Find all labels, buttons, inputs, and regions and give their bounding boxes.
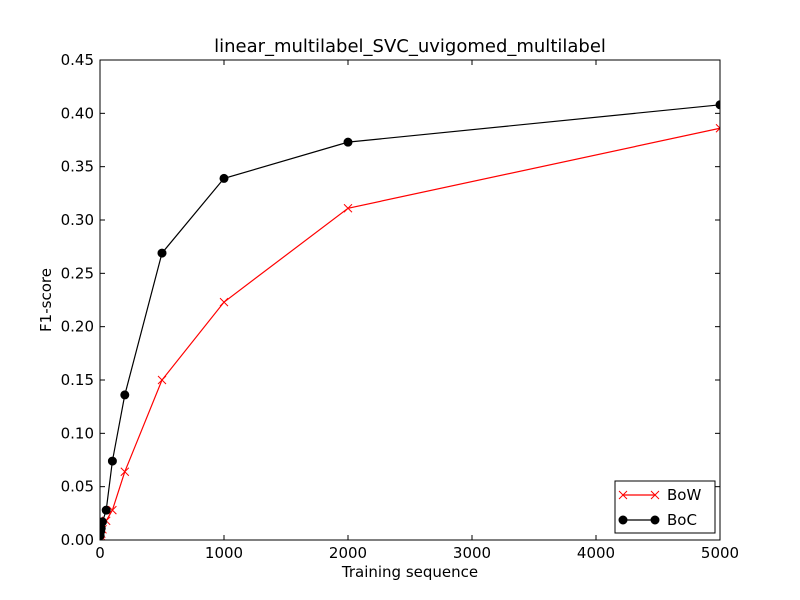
legend-box	[614, 480, 716, 534]
data-point-boc	[120, 390, 130, 400]
data-point-boc	[157, 248, 167, 258]
data-point-boc	[100, 517, 107, 527]
marker-x-stroke	[715, 123, 720, 129]
marker-x-stroke	[715, 127, 720, 133]
legend-marker-boc	[618, 515, 628, 525]
legend-entry-boc: BoC	[618, 511, 697, 529]
y-tick-label: 0.10	[61, 424, 94, 442]
x-tick-label: 0	[95, 544, 105, 562]
x-tick-label: 4000	[577, 544, 615, 562]
data-point-bow	[343, 203, 353, 213]
marker-x-stroke	[343, 203, 353, 213]
axes-frame	[99, 59, 721, 541]
x-tick-label: 1000	[205, 544, 243, 562]
x-tick-label: 5000	[701, 544, 739, 562]
y-axis-label: F1-score	[37, 268, 55, 332]
data-point-bow	[157, 375, 167, 385]
legend-marker-bow	[618, 490, 628, 500]
y-tick-label: 0.30	[61, 211, 94, 229]
x-tick-label: 2000	[329, 544, 367, 562]
y-tick-label: 0.35	[61, 158, 94, 176]
data-point-boc	[715, 100, 720, 110]
legend-marker-bow	[650, 490, 660, 500]
y-tick-label: 0.45	[61, 51, 94, 69]
marker-x-stroke	[219, 297, 229, 307]
legend-label-bow: BoW	[667, 486, 701, 504]
legend-entry-bow: BoW	[618, 486, 701, 504]
data-point-boc	[219, 173, 229, 183]
data-point-boc	[101, 505, 111, 515]
data-point-bow	[219, 297, 229, 307]
plot-area: 0 1000 2000 3000 4000 5000 0.00 0.05 0.10 0.15 0.2…	[61, 51, 740, 562]
y-tick-label: 0.05	[61, 478, 94, 496]
x-tick-label: 3000	[453, 544, 491, 562]
marker-x-stroke	[157, 375, 167, 385]
legend-marker-boc	[650, 515, 660, 525]
chart-title: linear_multilabel_SVC_uvigomed_multilabe…	[214, 36, 606, 57]
y-tick-label: 0.15	[61, 371, 94, 389]
legend-label-boc: BoC	[667, 511, 697, 529]
series-layer	[100, 100, 720, 540]
y-tick-label: 0.20	[61, 318, 94, 336]
x-axis-label: Training sequence	[341, 563, 478, 581]
data-point-bow	[120, 467, 130, 477]
data-point-boc	[107, 456, 117, 466]
y-tick-label: 0.40	[61, 104, 94, 122]
y-tick-label: 0.25	[61, 264, 94, 282]
y-tick-label: 0.00	[61, 531, 94, 549]
legend: BoW BoC	[614, 480, 716, 534]
marker-x-stroke	[120, 467, 130, 477]
data-point-boc	[343, 137, 353, 147]
data-point-bow	[715, 123, 720, 133]
